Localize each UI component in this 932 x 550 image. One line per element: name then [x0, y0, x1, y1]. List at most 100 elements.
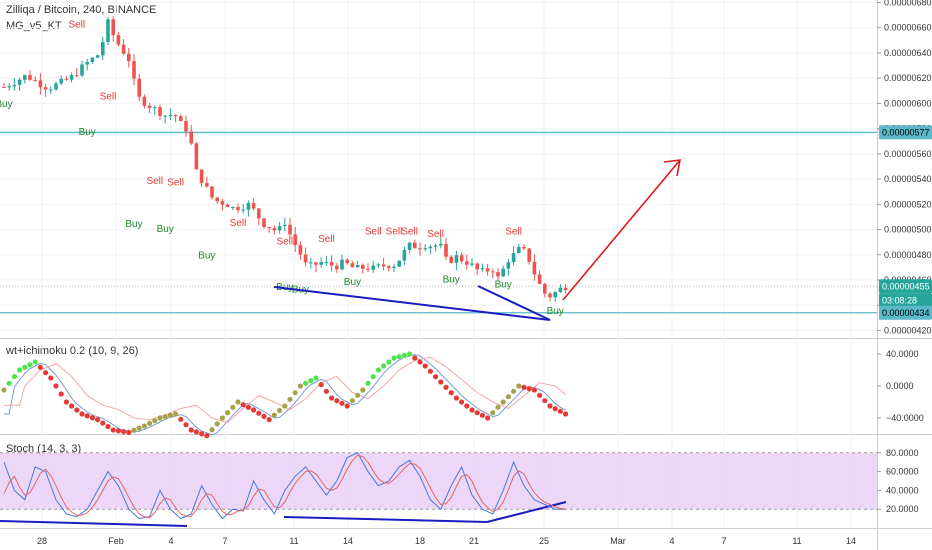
countdown-label-text: 03:08:28 — [882, 295, 917, 305]
y-tick-label: 0.00000500 — [884, 225, 932, 235]
candle-body — [75, 75, 79, 77]
candle-body — [69, 75, 74, 80]
oscillator-pane-label: wt+ichimoku 0.2 (10, 9, 26) — [6, 345, 139, 357]
candle-body — [319, 262, 323, 265]
osc-dot — [417, 359, 423, 365]
osc-dot — [48, 375, 54, 381]
candle-body — [241, 209, 245, 211]
y-tick-label: 0.00000540 — [884, 174, 932, 184]
osc-dot — [313, 375, 319, 381]
osc-signal-line — [4, 354, 566, 436]
candle-body — [459, 255, 464, 262]
candle-body — [485, 268, 490, 272]
sell-signal: Sell — [68, 20, 85, 31]
osc-dot — [167, 412, 173, 418]
osc-dot — [526, 386, 532, 392]
osc-dot — [256, 410, 262, 416]
candle-body — [480, 268, 485, 270]
buy-signal: Buy — [547, 306, 564, 317]
osc-dot — [69, 403, 75, 409]
price-axis: 0.00000680 0.00000660 0.00000640 0.00000620… — [877, 0, 932, 514]
candle-series — [2, 15, 568, 302]
candle-body — [262, 218, 266, 228]
stoch-k-line — [3, 452, 566, 520]
osc-dot — [219, 415, 225, 421]
arrow-head — [663, 159, 681, 177]
osc-dot — [495, 404, 501, 410]
osc-dot — [510, 388, 517, 394]
x-tick-label: 14 — [343, 536, 353, 546]
candle-body — [163, 115, 167, 117]
osc-dot — [230, 404, 236, 410]
osc-dot — [22, 364, 28, 370]
osc-dot — [266, 417, 272, 423]
osc-dot — [396, 354, 402, 360]
osc-dot — [173, 411, 179, 417]
y-tick-label: 0.00000640 — [884, 48, 932, 58]
osc-dot — [74, 407, 80, 413]
candle-body — [449, 256, 453, 263]
osc-dot — [542, 398, 548, 404]
y-tick-label: 0.00000600 — [884, 98, 932, 108]
candle-body — [558, 287, 563, 293]
candle-body — [381, 264, 386, 267]
stoch-trendline-2 — [283, 516, 488, 523]
candle-body — [205, 183, 209, 187]
osc-dot — [443, 384, 449, 390]
osc-dot — [43, 370, 49, 376]
osc-dot — [537, 392, 543, 398]
osc-dot — [178, 416, 184, 422]
candle-body — [173, 115, 178, 117]
candle-body — [402, 250, 407, 261]
candle-body — [121, 44, 126, 54]
sell-signal: Sell — [318, 234, 335, 245]
candle-body — [563, 287, 568, 291]
current-price-label-box — [879, 279, 932, 294]
osc-dot — [308, 378, 314, 384]
candle-body — [28, 75, 32, 80]
x-tick-label: 4 — [669, 536, 674, 546]
osc-dot — [1, 387, 7, 393]
symbol-title: Zilliqa / Bitcoin, 240, BINANCE — [6, 4, 157, 16]
candle-body — [153, 107, 157, 109]
candle-body — [59, 78, 63, 84]
x-tick-label: 7 — [721, 536, 726, 546]
candle-body — [303, 254, 308, 263]
buy-sell-signals: BuySellSellBuySellSellBuyBuySellBuySellS… — [0, 20, 564, 317]
sell-signal: Sell — [505, 227, 522, 238]
candle-body — [324, 262, 329, 264]
osc-dot — [391, 355, 397, 361]
candle-body — [2, 87, 6, 89]
candle-body — [54, 83, 58, 90]
osc-dot — [344, 403, 350, 409]
osc-dot — [79, 411, 85, 417]
sell-signal: Sell — [276, 237, 293, 248]
osc-dot — [401, 352, 407, 358]
osc-dot — [521, 384, 527, 390]
oscillator-series — [1, 351, 569, 439]
indicator-label: MG_v5_KT — [6, 20, 62, 32]
resistance-price-label-box — [879, 125, 932, 140]
candle-body — [272, 228, 277, 231]
candle-body — [527, 248, 531, 262]
candle-body — [168, 115, 173, 117]
x-tick-label: 11 — [289, 536, 298, 546]
candle-body — [548, 293, 552, 298]
osc-dot — [459, 399, 465, 405]
x-tick-label: 28 — [37, 536, 47, 546]
candle-body — [355, 264, 360, 268]
osc-dot — [422, 363, 428, 369]
candle-body — [433, 245, 438, 247]
osc-dot — [433, 374, 439, 380]
candle-body — [251, 203, 256, 209]
candle-body — [194, 143, 199, 170]
candle-body — [106, 19, 110, 42]
osc-dot — [209, 427, 215, 433]
candle-body — [407, 242, 412, 251]
osc-dot — [490, 410, 496, 416]
sell-signal: Sell — [401, 227, 418, 238]
candle-body — [366, 268, 370, 270]
osc-dot — [323, 388, 329, 394]
osc-dot — [100, 420, 106, 426]
